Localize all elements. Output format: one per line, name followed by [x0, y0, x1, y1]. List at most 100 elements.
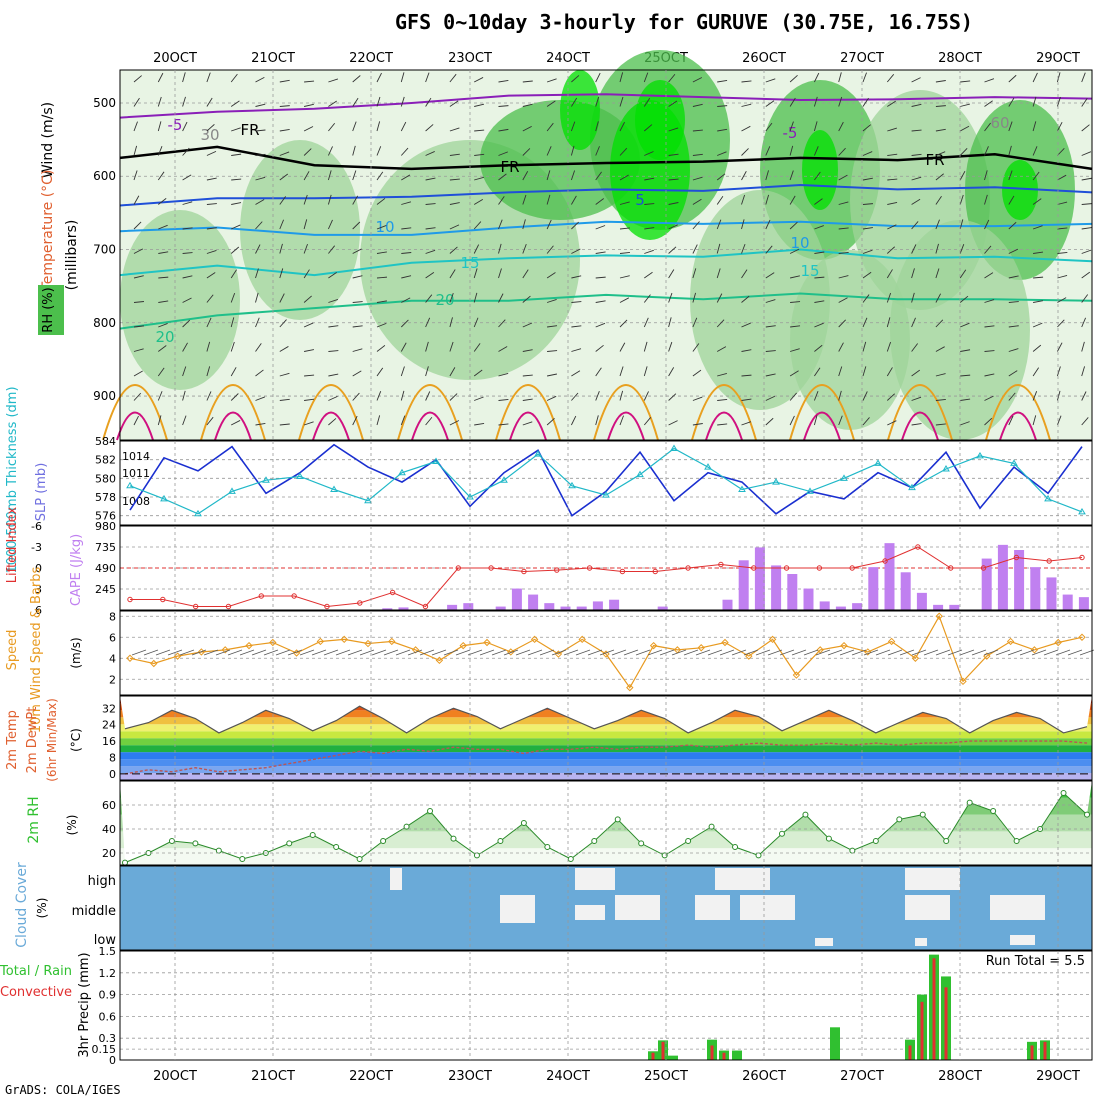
wind-barb: [498, 268, 502, 279]
wind-barb: [1032, 198, 1042, 205]
cape-bar: [592, 601, 603, 610]
cloud-panel-frame: [119, 865, 1093, 951]
wind-barb: [230, 73, 238, 83]
wind-barb-10m: [803, 649, 819, 656]
wind-barb: [935, 398, 946, 401]
rh-2m-point: [309, 832, 316, 838]
wind-barb: [230, 341, 235, 352]
wind-barb-10m: [827, 649, 843, 656]
run-total-label: Run Total = 5.5: [986, 954, 1085, 969]
temperature-contour-warm: [200, 384, 266, 441]
li-point: [554, 567, 560, 573]
li-point: [816, 565, 823, 571]
wind-barb-10m: [203, 649, 219, 656]
rh-2m-point: [192, 840, 199, 847]
wind-barb: [303, 219, 308, 230]
wind-barb: [935, 423, 946, 426]
wind-barb: [692, 244, 698, 254]
wind-barb: [717, 423, 728, 426]
x-tick-label-top: 26OCT: [742, 51, 786, 66]
wind-barb: [692, 77, 703, 83]
wind-barb: [328, 298, 339, 303]
wind-barb: [789, 195, 796, 205]
wind-barb: [279, 151, 290, 156]
wind-barb: [449, 73, 457, 83]
wind-barb: [1057, 121, 1063, 132]
temp-tick-label: 0: [109, 768, 116, 781]
wind-barb: [644, 124, 653, 132]
wind-barb: [959, 148, 968, 156]
wind-barb: [376, 96, 381, 107]
wind-barb: [182, 72, 186, 83]
wind-barb-10m: [431, 649, 447, 656]
wind-barb: [862, 97, 869, 107]
wind-barb: [255, 396, 265, 401]
wind-barb: [547, 325, 558, 328]
wind-barb: [717, 80, 728, 83]
cloud-block: [695, 895, 730, 920]
wind-barb: [157, 72, 164, 83]
precip-tick-label: 0: [109, 1054, 116, 1067]
wind-barb: [741, 269, 748, 279]
wind-barb: [1057, 342, 1063, 352]
cloud-block: [1010, 935, 1035, 945]
wind-barb: [668, 367, 675, 377]
li-point: [751, 565, 757, 571]
wind-barb-10m: [659, 649, 675, 656]
wind-barb: [838, 342, 844, 352]
wind-barb: [157, 171, 165, 181]
thickness-point: [500, 476, 508, 483]
wind-barb: [911, 369, 920, 377]
wind-barb: [935, 173, 944, 181]
wind-barb: [741, 103, 752, 107]
wind-barb: [716, 173, 726, 181]
wind-barb: [862, 417, 870, 426]
wind-barb: [619, 342, 626, 352]
precip-tick-label: 1.2: [99, 967, 117, 980]
cape-bar: [528, 594, 539, 610]
li-point: [685, 565, 691, 571]
cloud-block: [905, 895, 950, 920]
wind-barb: [231, 202, 242, 205]
wind-barb: [449, 100, 459, 107]
precip-conv-label: Convective: [0, 985, 72, 1000]
wind-barb: [619, 252, 630, 254]
wind-barb: [935, 243, 939, 254]
wind-barb: [546, 418, 555, 426]
wind-barb: [644, 249, 654, 254]
wind-barb: [546, 272, 556, 279]
rh-2m-point: [1084, 811, 1090, 818]
wind-barb: [522, 374, 533, 377]
wind-speed-point: [1030, 646, 1039, 654]
wind-tick-label: 6: [109, 631, 116, 644]
wind-barb-10m: [695, 649, 711, 656]
wind-barb: [522, 243, 527, 254]
wind-barb: [814, 344, 823, 352]
wind-barb: [473, 244, 480, 254]
wind-barb: [571, 195, 577, 205]
cloud-block: [715, 868, 770, 890]
wind-barb: [886, 317, 891, 328]
wind-speed-point: [983, 652, 991, 660]
wind-barb-10m: [899, 649, 915, 656]
wind-barb: [133, 415, 139, 426]
wind-barb: [1081, 151, 1092, 156]
wind-barb: [935, 268, 940, 279]
cross-section-temp-label: Temperature (°C): [40, 170, 56, 292]
wind-barb: [814, 367, 821, 377]
wind-barb: [401, 227, 412, 230]
wind-barb: [279, 79, 290, 83]
wind-barb: [328, 395, 338, 401]
wind-barb: [1056, 390, 1061, 401]
wind-barb: [668, 202, 679, 205]
wind-barb: [862, 203, 874, 205]
wind-barb-10m: [563, 649, 579, 656]
cloud-block: [815, 938, 833, 946]
wind-barb: [255, 199, 265, 205]
wind-barb: [1081, 317, 1087, 328]
wind-speed-point: [530, 635, 539, 644]
temperature-contour-hot: [705, 411, 743, 441]
wind-barb: [206, 366, 211, 377]
wind-barb: [279, 105, 290, 107]
wind-barb-10m: [935, 649, 951, 656]
